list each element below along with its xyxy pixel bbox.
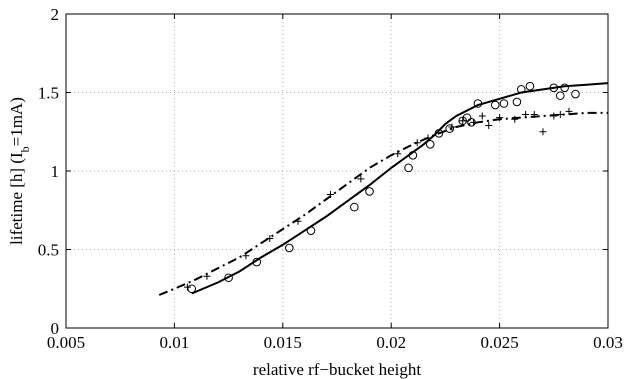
plus-point [539,128,547,136]
y-axis-label-tail: =1mA) [7,97,26,146]
y-tick-label: 0 [51,319,60,338]
circle-point [445,124,455,133]
plus-point [183,283,191,291]
plus-point [478,112,486,120]
y-tick-label: 2 [51,5,60,24]
circle-point [525,81,535,91]
circle-point [499,99,509,108]
circle-point [512,97,522,107]
series-layer [158,81,609,296]
circle-point [560,83,569,93]
circle-point [425,140,435,149]
grid [66,14,608,328]
circle-point [490,100,500,110]
x-tick-label: 0.005 [47,333,85,352]
plus-point [459,117,467,125]
circle-point [285,243,294,253]
y-tick-label: 1 [51,162,60,181]
x-tick-label: 0.01 [160,333,190,352]
fit-line-dash-dot [158,111,608,296]
y-axis-label-main: lifetime [h] (I [7,152,26,245]
y-axis-label-sub: b [18,146,32,152]
circle-point [404,163,413,173]
x-tick-label: 0.015 [264,333,302,352]
circle-point [556,91,565,100]
circle-point [365,187,374,196]
fit-line-solid [191,82,609,295]
circle-point [571,89,580,99]
x-tick-label: 0.03 [593,333,623,352]
circle-point [224,273,233,283]
circle-point [350,202,359,212]
x-tick-label: 0.02 [376,333,406,352]
x-axis-label: relative rf−bucket height [253,360,421,379]
plus-point [357,175,365,183]
x-tick-label: 0.025 [480,333,518,352]
ticks: 0.005 0.01 0.015 0.02 0.025 0.03 0 0.5 1 1.5 2 [38,5,623,352]
plus-point [485,121,493,129]
y-tick-label: 0.5 [38,241,59,260]
circle-point [462,113,472,122]
y-tick-label: 1.5 [38,84,59,103]
y-axis-label: lifetime [h] (Ib=1mA) [7,97,32,245]
